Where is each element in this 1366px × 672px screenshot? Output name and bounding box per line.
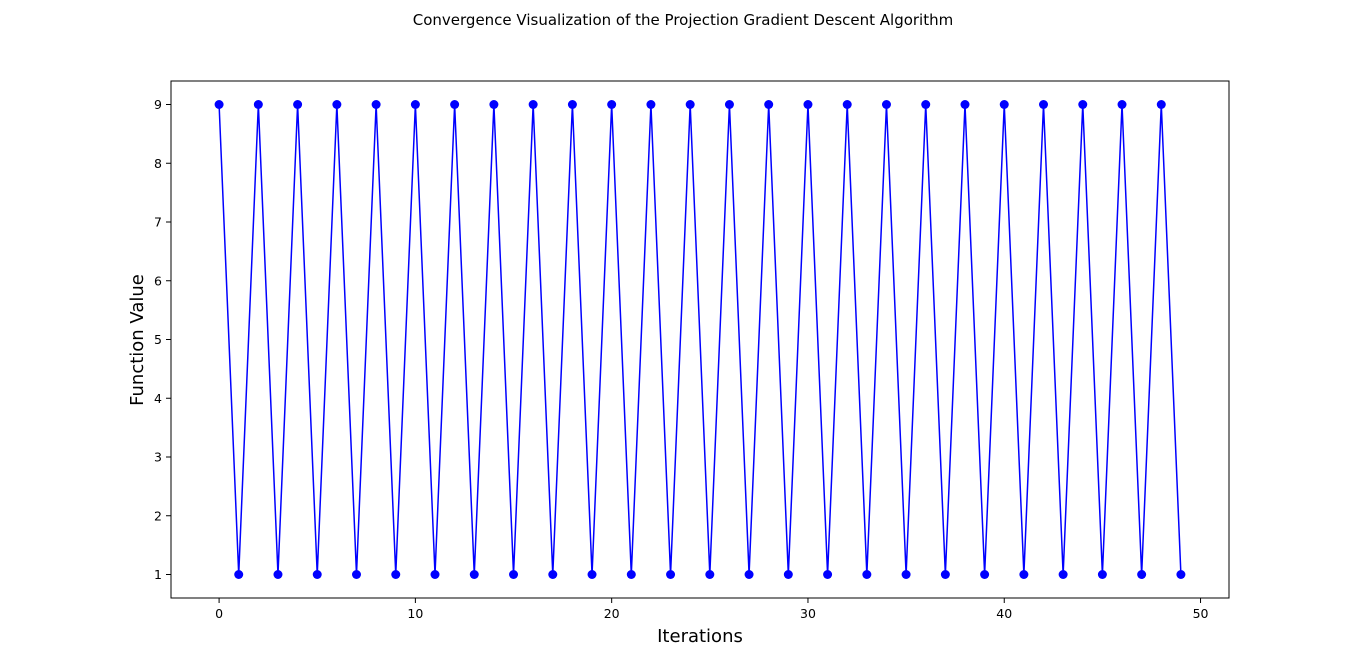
data-point bbox=[783, 570, 793, 579]
y-tick-label: 1 bbox=[154, 567, 162, 582]
x-axis: 0 10 20 30 40 50 bbox=[215, 598, 1209, 621]
data-point bbox=[509, 570, 519, 579]
data-point bbox=[430, 570, 440, 579]
data-point bbox=[253, 100, 263, 109]
data-point bbox=[234, 570, 244, 579]
y-tick-label: 8 bbox=[154, 156, 162, 171]
x-tick-label: 30 bbox=[800, 606, 816, 621]
data-point bbox=[1078, 100, 1088, 109]
data-point bbox=[666, 570, 676, 579]
data-point bbox=[823, 570, 833, 579]
y-axis: 1 2 3 4 5 6 7 8 9 bbox=[154, 97, 171, 582]
data-point bbox=[626, 570, 636, 579]
data-point bbox=[724, 100, 734, 109]
x-tick-label: 20 bbox=[604, 606, 620, 621]
data-point bbox=[528, 100, 538, 109]
data-point bbox=[1097, 570, 1107, 579]
y-tick-label: 9 bbox=[154, 97, 162, 112]
x-tick-label: 10 bbox=[407, 606, 423, 621]
data-point bbox=[1137, 570, 1147, 579]
data-point bbox=[901, 570, 911, 579]
data-point bbox=[391, 570, 401, 579]
data-point bbox=[646, 100, 656, 109]
data-point bbox=[1019, 570, 1029, 579]
x-tick-label: 40 bbox=[996, 606, 1012, 621]
plot-area bbox=[214, 100, 1186, 579]
data-point bbox=[764, 100, 774, 109]
data-point bbox=[980, 570, 990, 579]
data-point bbox=[881, 100, 891, 109]
data-point bbox=[803, 100, 813, 109]
data-point bbox=[312, 570, 322, 579]
data-point bbox=[567, 100, 577, 109]
data-point bbox=[1117, 100, 1127, 109]
data-point bbox=[214, 100, 224, 109]
y-tick-label: 5 bbox=[154, 332, 162, 347]
data-point bbox=[332, 100, 342, 109]
x-axis-label: Iterations bbox=[657, 626, 743, 647]
data-point bbox=[587, 570, 597, 579]
data-point bbox=[999, 100, 1009, 109]
data-point bbox=[862, 570, 872, 579]
data-point bbox=[1039, 100, 1049, 109]
y-axis-label: Function Value bbox=[127, 274, 148, 406]
x-tick-label: 0 bbox=[215, 606, 223, 621]
data-point bbox=[921, 100, 931, 109]
data-point bbox=[410, 100, 420, 109]
y-tick-label: 6 bbox=[154, 273, 162, 288]
data-point bbox=[960, 100, 970, 109]
data-point bbox=[273, 570, 283, 579]
data-point bbox=[351, 570, 361, 579]
data-point bbox=[744, 570, 754, 579]
data-point bbox=[293, 100, 303, 109]
y-tick-label: 2 bbox=[154, 508, 162, 523]
y-tick-label: 4 bbox=[154, 391, 162, 406]
data-point bbox=[548, 570, 558, 579]
data-point bbox=[842, 100, 852, 109]
data-point bbox=[1156, 100, 1166, 109]
series-line bbox=[218, 104, 1182, 575]
y-tick-label: 3 bbox=[154, 450, 162, 465]
data-point bbox=[705, 570, 715, 579]
data-point bbox=[489, 100, 499, 109]
data-point bbox=[371, 100, 381, 109]
data-point bbox=[940, 570, 950, 579]
data-point bbox=[685, 100, 695, 109]
x-tick-label: 50 bbox=[1193, 606, 1209, 621]
chart-title: Convergence Visualization of the Project… bbox=[413, 11, 953, 29]
data-point bbox=[450, 100, 460, 109]
data-point bbox=[469, 570, 479, 579]
data-point bbox=[1176, 570, 1186, 579]
data-point bbox=[1058, 570, 1068, 579]
y-tick-label: 7 bbox=[154, 215, 162, 230]
data-point bbox=[607, 100, 617, 109]
